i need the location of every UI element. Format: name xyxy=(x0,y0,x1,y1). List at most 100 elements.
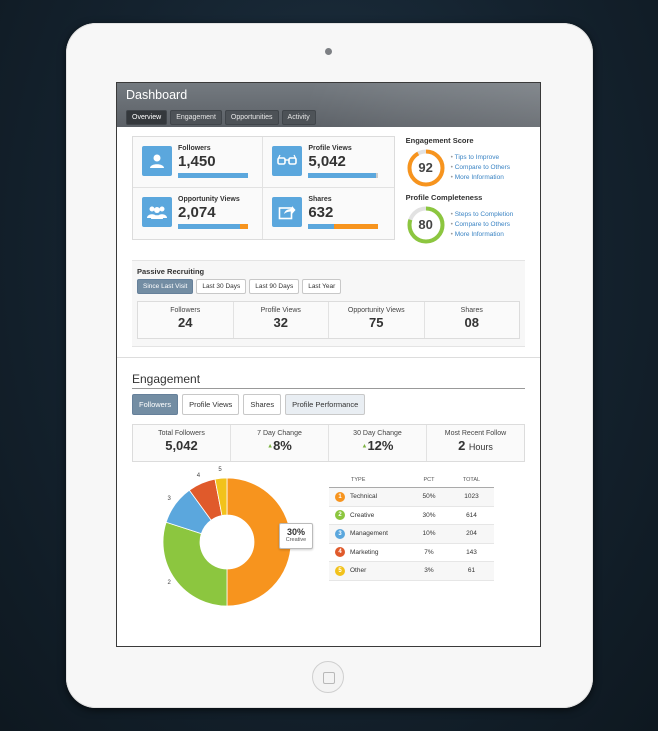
stat-grid: Followers 1,450 Profile Views 5,042 xyxy=(132,136,395,240)
tab-opportunities[interactable]: Opportunities xyxy=(224,110,279,125)
passive-stat-profile-views: Profile Views 32 xyxy=(234,302,329,338)
stat-value: 2 xyxy=(458,438,466,453)
legend-type: 5 Other xyxy=(329,565,409,576)
legend-total: 143 xyxy=(466,548,477,556)
stat-opportunity-views[interactable]: Opportunity Views 2,074 xyxy=(133,188,264,239)
legend-type: 2 Creative xyxy=(329,510,409,521)
legend-label: Marketing xyxy=(350,548,379,556)
stat-label: Followers xyxy=(178,145,211,152)
stat-label: 7 Day Change xyxy=(257,430,302,437)
tab-engagement[interactable]: Engagement xyxy=(170,110,222,125)
stat-value: 24 xyxy=(178,315,193,330)
engagement-title: Engagement xyxy=(132,372,525,389)
stat-unit: Hours xyxy=(468,442,493,452)
legend-type: 4 Marketing xyxy=(329,547,409,558)
stat-value: 5,042 xyxy=(308,153,346,170)
legend-header: TYPE PCT TOTAL xyxy=(329,477,494,488)
stat-value: 1,450 xyxy=(178,153,216,170)
donut-hole xyxy=(200,515,254,569)
tab-activity[interactable]: Activity xyxy=(281,110,316,125)
passive-stat-followers: Followers 24 xyxy=(138,302,234,338)
group-icon xyxy=(142,197,172,227)
legend-label: Other xyxy=(350,567,367,575)
stat-profile-views[interactable]: Profile Views 5,042 xyxy=(263,137,394,188)
more-information-link[interactable]: More Information xyxy=(451,230,514,240)
chart-legend-table: TYPE PCT TOTAL 1 Technical 50% 1023 2 Creativ… xyxy=(329,477,494,581)
stat-value: 632 xyxy=(308,204,334,221)
home-button[interactable] xyxy=(312,661,344,693)
last-30-days-button[interactable]: Last 30 Days xyxy=(196,279,247,294)
stat-followers[interactable]: Followers 1,450 xyxy=(133,137,264,188)
steps-to-completion-link[interactable]: Steps to Completion xyxy=(451,210,514,220)
since-last-visit-button[interactable]: Since Last Visit xyxy=(137,279,194,294)
legend-row[interactable]: 2 Creative 30% 614 xyxy=(329,507,494,525)
legend-dot: 2 xyxy=(335,510,345,521)
last-90-days-button[interactable]: Last 90 Days xyxy=(249,279,300,294)
main-content: Followers 1,450 Profile Views 5,042 xyxy=(117,127,540,622)
col-pct: PCT xyxy=(423,477,435,483)
engagement-stat-30-day-change: 30 Day Change ▲12% xyxy=(329,425,427,461)
engagement-tabs: Followers Profile Views Shares Profile P… xyxy=(132,394,525,415)
engagement-score-ring: 92 xyxy=(406,148,446,188)
legend-row[interactable]: 3 Management 10% 204 xyxy=(329,525,494,544)
up-arrow-icon: ▲ xyxy=(361,443,368,450)
progress-fill xyxy=(178,224,240,229)
engagement-score-title: Engagement Score xyxy=(405,136,474,145)
engagement-stats: Total Followers 5,042 7 Day Change ▲8% 3… xyxy=(132,424,525,462)
stat-label: 30 Day Change xyxy=(353,430,402,437)
legend-total: 61 xyxy=(467,567,476,575)
col-type: TYPE xyxy=(351,477,366,483)
stat-label: Opportunity Views xyxy=(178,196,240,203)
legend-type: 1 Technical xyxy=(329,491,409,502)
compare-to-others-link[interactable]: Compare to Others xyxy=(451,220,514,230)
progress-bar xyxy=(308,173,379,178)
stat-shares[interactable]: Shares 632 xyxy=(263,188,393,239)
pie-slice-label: 3 xyxy=(167,496,171,503)
stat-value: 2,074 xyxy=(178,204,216,221)
profile-completeness-value: 80 xyxy=(418,217,433,232)
progress-bar xyxy=(308,224,379,229)
screen: Dashboard Overview Engagement Opportunit… xyxy=(116,82,541,647)
up-arrow-icon: ▲ xyxy=(267,443,274,450)
stat-value: 8% xyxy=(273,438,292,453)
legend-total: 1023 xyxy=(464,493,479,501)
pie-slice-label: 5 xyxy=(218,467,222,474)
stat-label: Shares xyxy=(460,307,483,314)
period-filter: Since Last Visit Last 30 Days Last 90 Da… xyxy=(137,279,520,294)
tab-profile-views[interactable]: Profile Views xyxy=(182,394,240,415)
engagement-stat-most-recent-follow: Most Recent Follow 2 Hours xyxy=(427,425,524,461)
tips-to-improve-link[interactable]: Tips to Improve xyxy=(451,153,510,163)
legend-pct: 50% xyxy=(422,493,436,501)
progress-bar xyxy=(178,224,248,229)
legend-row[interactable]: 5 Other 3% 61 xyxy=(329,562,494,581)
more-information-link[interactable]: More Information xyxy=(451,173,510,183)
legend-dot: 5 xyxy=(335,565,345,576)
passive-recruiting-title: Passive Recruiting xyxy=(137,267,205,276)
col-total: TOTAL xyxy=(462,477,481,483)
legend-dot: 4 xyxy=(335,547,345,558)
last-year-button[interactable]: Last Year xyxy=(302,279,342,294)
scores-panel: Engagement Score 92 Tips to Improve Comp… xyxy=(406,136,525,250)
progress-fill xyxy=(308,224,335,229)
legend-pct: 7% xyxy=(424,548,434,556)
stat-label: Profile Views xyxy=(308,145,352,152)
tab-followers[interactable]: Followers xyxy=(132,394,179,415)
stat-value: 12% xyxy=(367,438,394,453)
tab-shares[interactable]: Shares xyxy=(243,394,282,415)
tooltip-value: 30% xyxy=(286,527,305,537)
camera xyxy=(325,48,332,55)
legend-pct: 3% xyxy=(424,567,434,575)
tab-profile-performance[interactable]: Profile Performance xyxy=(285,394,366,415)
followers-chart-area: 1 2 3 4 5 30% Creative TYPE PCT TOTAL 1 Techn… xyxy=(132,467,525,622)
share-icon xyxy=(272,197,303,227)
progress-fill xyxy=(178,173,248,178)
tab-overview[interactable]: Overview xyxy=(126,110,168,125)
legend-dot: 1 xyxy=(335,491,345,502)
stat-value: 32 xyxy=(273,315,288,330)
legend-row[interactable]: 4 Marketing 7% 143 xyxy=(329,544,494,562)
progress-fill xyxy=(308,173,377,178)
engagement-stat-total-followers: Total Followers 5,042 xyxy=(133,425,231,461)
legend-row[interactable]: 1 Technical 50% 1023 xyxy=(329,488,494,507)
followers-donut-chart[interactable] xyxy=(162,477,292,607)
compare-to-others-link[interactable]: Compare to Others xyxy=(451,163,510,173)
